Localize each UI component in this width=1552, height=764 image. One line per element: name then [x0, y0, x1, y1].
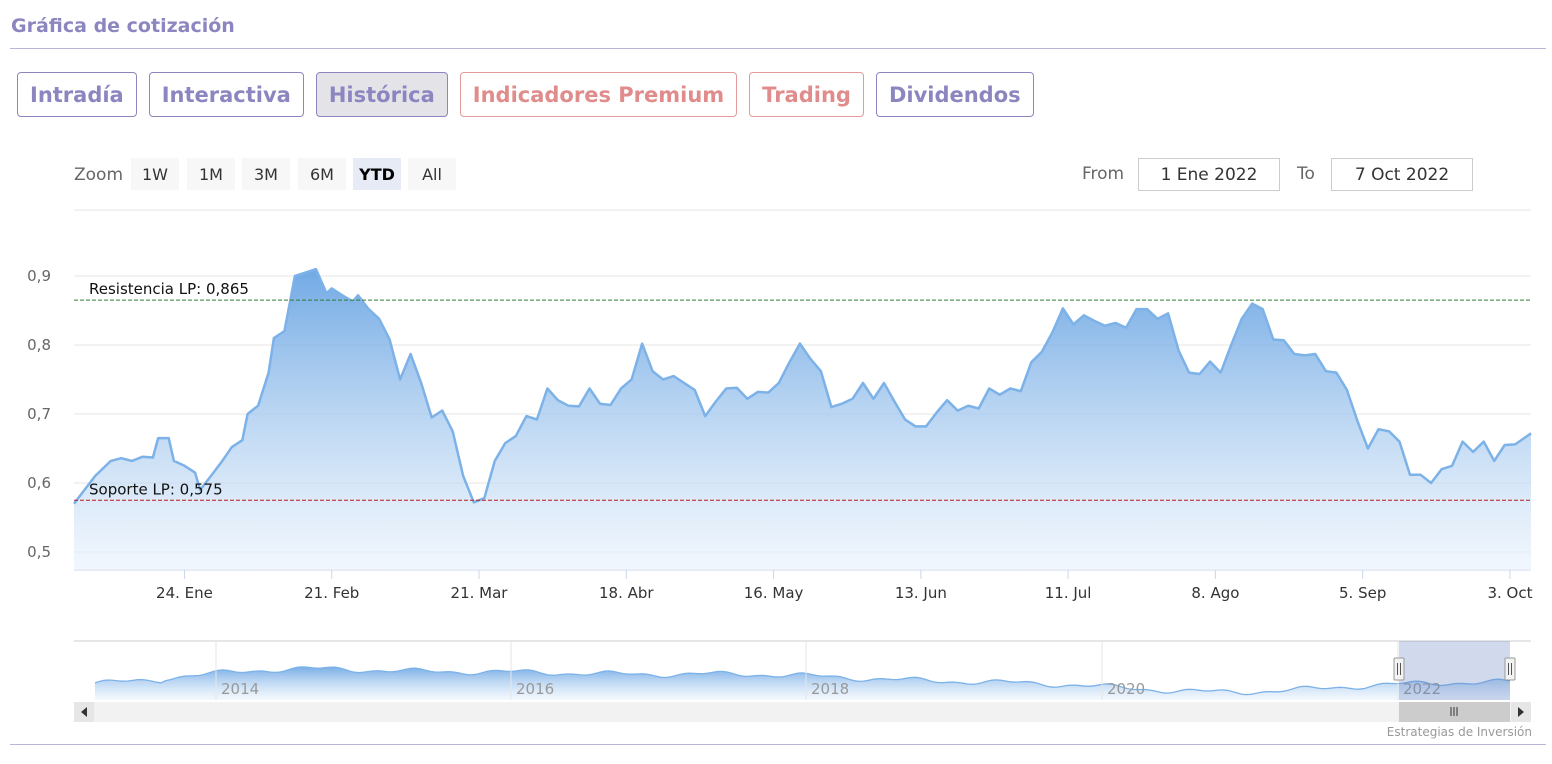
zoom-label: Zoom [74, 165, 124, 185]
x-tick-label: 21. Mar [451, 584, 509, 602]
scrollbar-track[interactable] [74, 702, 1531, 722]
x-tick-label: 18. Abr [599, 584, 654, 602]
reference-line-label: Soporte LP: 0,575 [89, 480, 223, 498]
y-tick-label: 0,5 [27, 543, 51, 561]
x-tick-label: 13. Jun [895, 584, 947, 602]
reference-line-label: Resistencia LP: 0,865 [89, 280, 249, 298]
navigator-handle[interactable] [1393, 657, 1405, 681]
y-tick-label: 0,6 [27, 474, 51, 492]
tab-historica[interactable]: Histórica [315, 72, 448, 117]
navigator-year-label: 2016 [516, 680, 554, 698]
tab-trading[interactable]: Trading [749, 72, 864, 117]
navigator-line [94, 666, 1511, 696]
x-tick-label: 8. Ago [1191, 584, 1239, 602]
title-divider [10, 48, 1546, 49]
chart-tabs: Intradía Interactiva Histórica Indicadores … [17, 72, 1034, 117]
x-tick-label: 21. Feb [304, 584, 359, 602]
range-from-label: From [1082, 164, 1125, 184]
bottom-divider [10, 744, 1546, 745]
navigator-handle[interactable] [1504, 657, 1516, 681]
navigator-year-label: 2014 [221, 680, 259, 698]
zoom-button-6m[interactable]: 6M [298, 158, 346, 190]
scroll-right-arrow-icon [1518, 707, 1524, 717]
navigator-selection[interactable] [1399, 641, 1510, 700]
y-tick-label: 0,8 [27, 336, 51, 354]
series-line [73, 267, 1532, 505]
chart-credit[interactable]: Estrategias de Inversión [1386, 725, 1532, 739]
series-area [74, 269, 1531, 570]
zoom-button-1m[interactable]: 1M [187, 158, 235, 190]
section-title: Gráfica de cotización [11, 15, 235, 37]
navigator-year-label: 2020 [1107, 680, 1145, 698]
tab-interactiva[interactable]: Interactiva [148, 72, 304, 117]
navigator-year-label: 2022 [1403, 680, 1441, 698]
range-to-input[interactable]: 7 Oct 2022 [1331, 158, 1473, 191]
zoom-button-all[interactable]: All [408, 158, 456, 190]
navigator-year-label: 2018 [811, 680, 849, 698]
x-tick-label: 3. Oct [1487, 584, 1532, 602]
zoom-button-3m[interactable]: 3M [242, 158, 290, 190]
tab-intradia[interactable]: Intradía [17, 72, 137, 117]
y-tick-label: 0,7 [27, 405, 51, 423]
zoom-button-ytd[interactable]: YTD [353, 158, 401, 190]
scroll-left-arrow-icon [81, 707, 87, 717]
navigator-area [95, 666, 1510, 700]
tab-dividendos[interactable]: Dividendos [875, 72, 1034, 117]
x-tick-label: 11. Jul [1045, 584, 1092, 602]
x-tick-label: 24. Ene [156, 584, 213, 602]
range-to-label: To [1297, 164, 1315, 184]
range-from-input[interactable]: 1 Ene 2022 [1138, 158, 1280, 191]
y-tick-label: 0,9 [27, 267, 51, 285]
tab-indicadores-premium[interactable]: Indicadores Premium [459, 72, 738, 117]
x-tick-label: 5. Sep [1339, 584, 1386, 602]
zoom-button-1w[interactable]: 1W [131, 158, 179, 190]
x-tick-label: 16. May [744, 584, 804, 602]
